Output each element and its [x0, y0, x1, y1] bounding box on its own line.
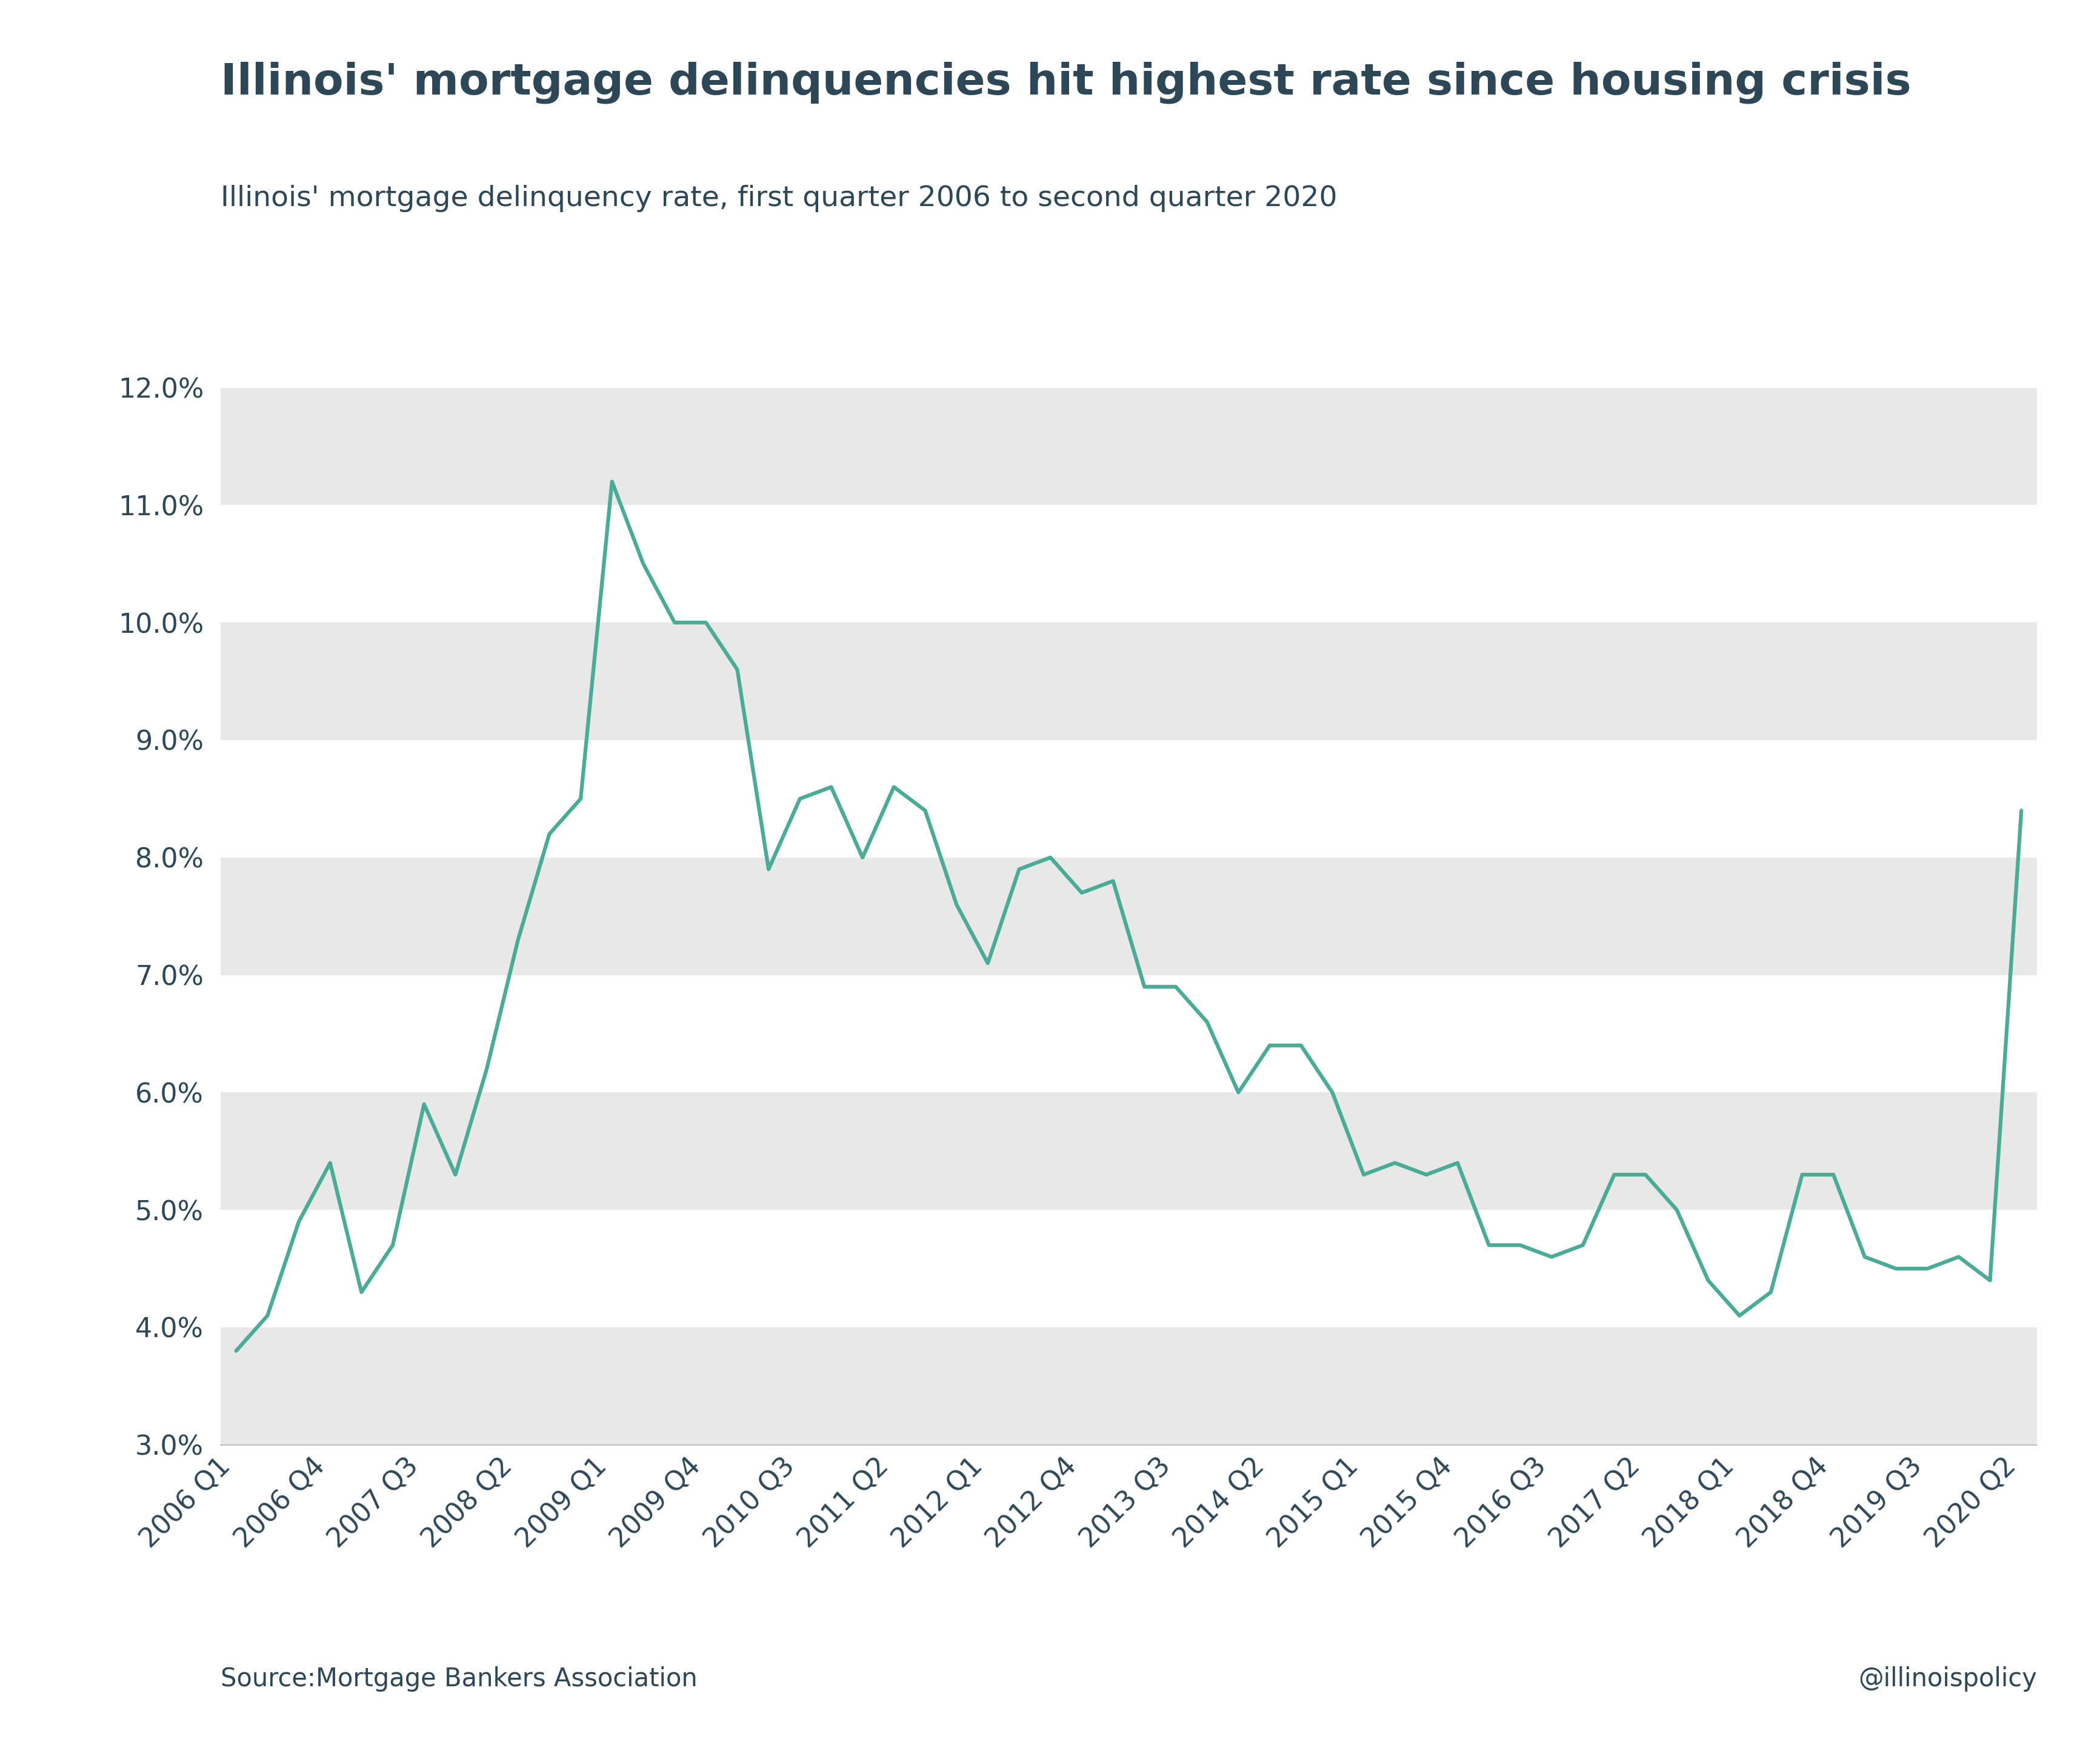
Bar — [220, 388, 2037, 506]
Bar — [220, 1327, 2037, 1445]
Bar — [220, 622, 2037, 740]
Bar — [220, 1092, 2037, 1210]
Text: @illinoispolicy: @illinoispolicy — [1858, 1667, 2037, 1692]
Bar — [220, 858, 2037, 974]
Text: Illinois' mortgage delinquencies hit highest rate since housing crisis: Illinois' mortgage delinquencies hit hig… — [220, 62, 1911, 104]
Text: Illinois' mortgage delinquency rate, first quarter 2006 to second quarter 2020: Illinois' mortgage delinquency rate, fir… — [220, 185, 1338, 211]
Text: Source:Mortgage Bankers Association: Source:Mortgage Bankers Association — [220, 1667, 697, 1692]
